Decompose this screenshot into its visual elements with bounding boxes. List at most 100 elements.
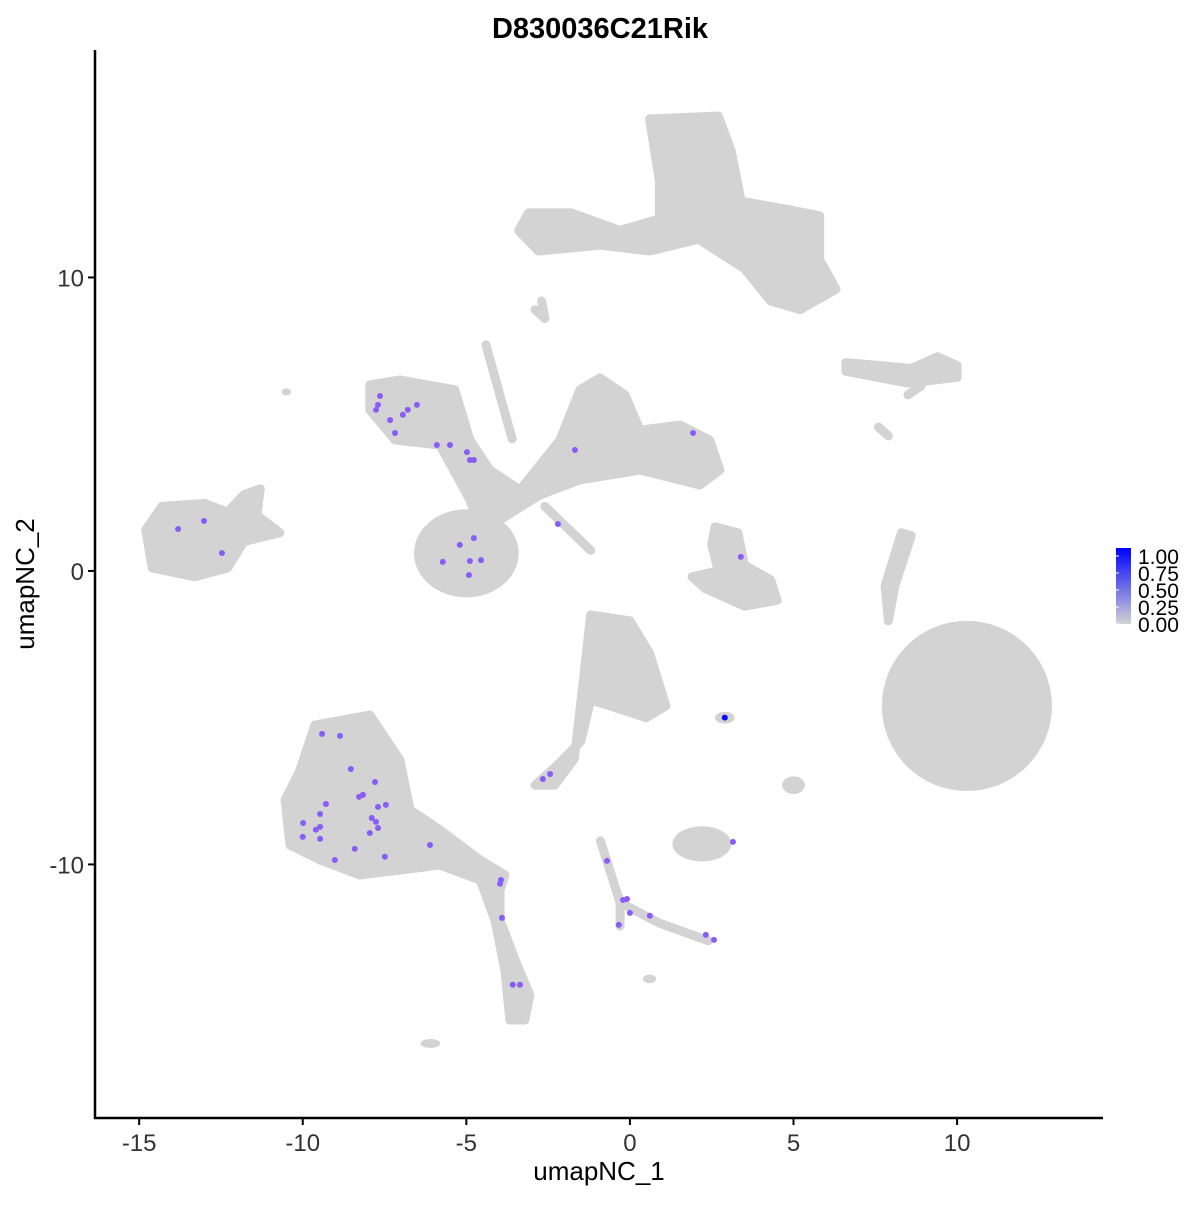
cluster-speck-d bbox=[281, 388, 292, 396]
cluster-blob bbox=[782, 776, 805, 794]
expressed-cell-point bbox=[373, 818, 380, 825]
cell-clusters bbox=[141, 111, 1052, 1048]
expressed-cell-point bbox=[463, 449, 470, 456]
expressed-cell-point bbox=[387, 417, 394, 424]
cluster-left bbox=[141, 484, 285, 582]
expressed-cell-point bbox=[312, 826, 319, 833]
expressed-cell-point bbox=[381, 853, 388, 860]
expressed-cell-point bbox=[404, 406, 411, 413]
cluster-lower-mid bbox=[530, 610, 671, 790]
legend-label: 0.75 bbox=[1138, 563, 1179, 586]
expressed-cell-point bbox=[615, 921, 622, 928]
expressed-cell-point bbox=[554, 520, 561, 527]
expressed-cell-point bbox=[465, 572, 472, 579]
y-ticks: -10 0 10 bbox=[49, 265, 95, 879]
expressed-cell-point bbox=[710, 936, 717, 943]
expressed-cell-point bbox=[366, 830, 373, 837]
x-tick-label: 5 bbox=[787, 1130, 800, 1157]
expressed-cell-point bbox=[470, 457, 477, 464]
cluster-y-branch-a bbox=[595, 836, 713, 946]
expressed-cells bbox=[175, 393, 744, 988]
expressed-cell-point bbox=[359, 791, 366, 798]
cluster-speck-a bbox=[530, 296, 550, 324]
expressed-cell-point bbox=[413, 401, 420, 408]
expressed-cell-point bbox=[729, 838, 736, 845]
expressed-cell-point bbox=[399, 411, 406, 418]
expressed-cell-point bbox=[721, 714, 728, 721]
expressed-cell-point bbox=[392, 430, 399, 437]
expressed-cell-point bbox=[433, 442, 440, 449]
expressed-cell-point bbox=[509, 981, 516, 988]
x-tick-label: 0 bbox=[623, 1130, 636, 1157]
expressed-cell-point bbox=[470, 535, 477, 542]
expressed-cell-point bbox=[374, 401, 381, 408]
expressed-cell-point bbox=[516, 981, 523, 988]
cluster-right-big bbox=[881, 620, 1052, 792]
expressed-cell-point bbox=[337, 732, 344, 739]
expressed-cell-point bbox=[571, 447, 578, 454]
cluster-speck-e bbox=[903, 381, 926, 400]
cluster-lower-right-small bbox=[672, 826, 732, 862]
cluster-speck-c bbox=[643, 974, 657, 984]
expressed-cell-point bbox=[331, 857, 338, 864]
expressed-cell-point bbox=[737, 553, 744, 560]
expressed-cell-point bbox=[368, 815, 375, 822]
y-axis-label: umapNC_2 bbox=[10, 518, 40, 650]
expressed-cell-point bbox=[439, 558, 446, 565]
expressed-cell-point bbox=[497, 880, 504, 887]
expressed-cell-point bbox=[702, 931, 709, 938]
cluster-middle-tail bbox=[540, 501, 596, 555]
expressed-cell-point bbox=[446, 442, 453, 449]
y-tick-label: 10 bbox=[57, 265, 84, 292]
expressed-cell-point bbox=[604, 857, 611, 864]
expressed-cell-point bbox=[690, 430, 697, 437]
expressed-cell-point bbox=[317, 823, 324, 830]
y-tick-label: 0 bbox=[71, 559, 84, 586]
expressed-cell-point bbox=[317, 810, 324, 817]
expressed-cell-point bbox=[373, 406, 380, 413]
x-tick-label: 10 bbox=[944, 1130, 971, 1157]
expressed-cell-point bbox=[175, 525, 182, 532]
expressed-cell-point bbox=[646, 912, 653, 919]
expressed-cell-point bbox=[299, 833, 306, 840]
x-tick-label: -15 bbox=[122, 1130, 157, 1157]
expressed-cell-point bbox=[200, 518, 207, 525]
expressed-cell-point bbox=[382, 801, 389, 808]
x-tick-label: -5 bbox=[456, 1130, 477, 1157]
cluster-right-strip bbox=[841, 352, 962, 388]
y-tick-label: -10 bbox=[49, 852, 84, 879]
color-legend: 1.000.750.500.250.00 bbox=[1116, 546, 1179, 637]
expressed-cell-point bbox=[623, 896, 630, 903]
legend-label: 1.00 bbox=[1138, 546, 1179, 569]
expressed-cell-point bbox=[319, 730, 326, 737]
colorbar bbox=[1116, 548, 1131, 624]
chart-title: D830036C21Rik bbox=[492, 13, 709, 45]
expressed-cell-point bbox=[539, 776, 546, 783]
expressed-cell-point bbox=[547, 771, 554, 778]
x-ticks: -15 -10 -5 0 5 10 bbox=[122, 1118, 971, 1157]
cluster-lower-left bbox=[280, 710, 535, 1025]
expressed-cell-point bbox=[351, 845, 358, 852]
cluster-middle-loop bbox=[413, 509, 519, 598]
expressed-cell-point bbox=[376, 393, 383, 400]
expressed-cell-point bbox=[347, 766, 354, 773]
expressed-cell-point bbox=[317, 835, 324, 842]
expressed-cell-point bbox=[478, 557, 485, 564]
expressed-cell-point bbox=[374, 825, 381, 832]
cluster-middle-body bbox=[365, 373, 725, 535]
legend-label: 0.50 bbox=[1138, 580, 1179, 603]
expressed-cell-point bbox=[374, 803, 381, 810]
cluster-small-right bbox=[687, 522, 782, 611]
expressed-cell-point bbox=[498, 914, 505, 921]
expressed-cell-point bbox=[456, 541, 463, 548]
expressed-cell-point bbox=[466, 557, 473, 564]
cluster-middle-spike bbox=[481, 340, 517, 444]
expressed-cell-point bbox=[218, 550, 225, 557]
expressed-cell-point bbox=[427, 842, 434, 849]
cluster-speck-b bbox=[420, 1039, 441, 1048]
expressed-cell-point bbox=[372, 778, 379, 785]
expressed-cell-point bbox=[626, 909, 633, 916]
expressed-cell-point bbox=[300, 820, 307, 827]
cluster-top bbox=[514, 111, 841, 315]
